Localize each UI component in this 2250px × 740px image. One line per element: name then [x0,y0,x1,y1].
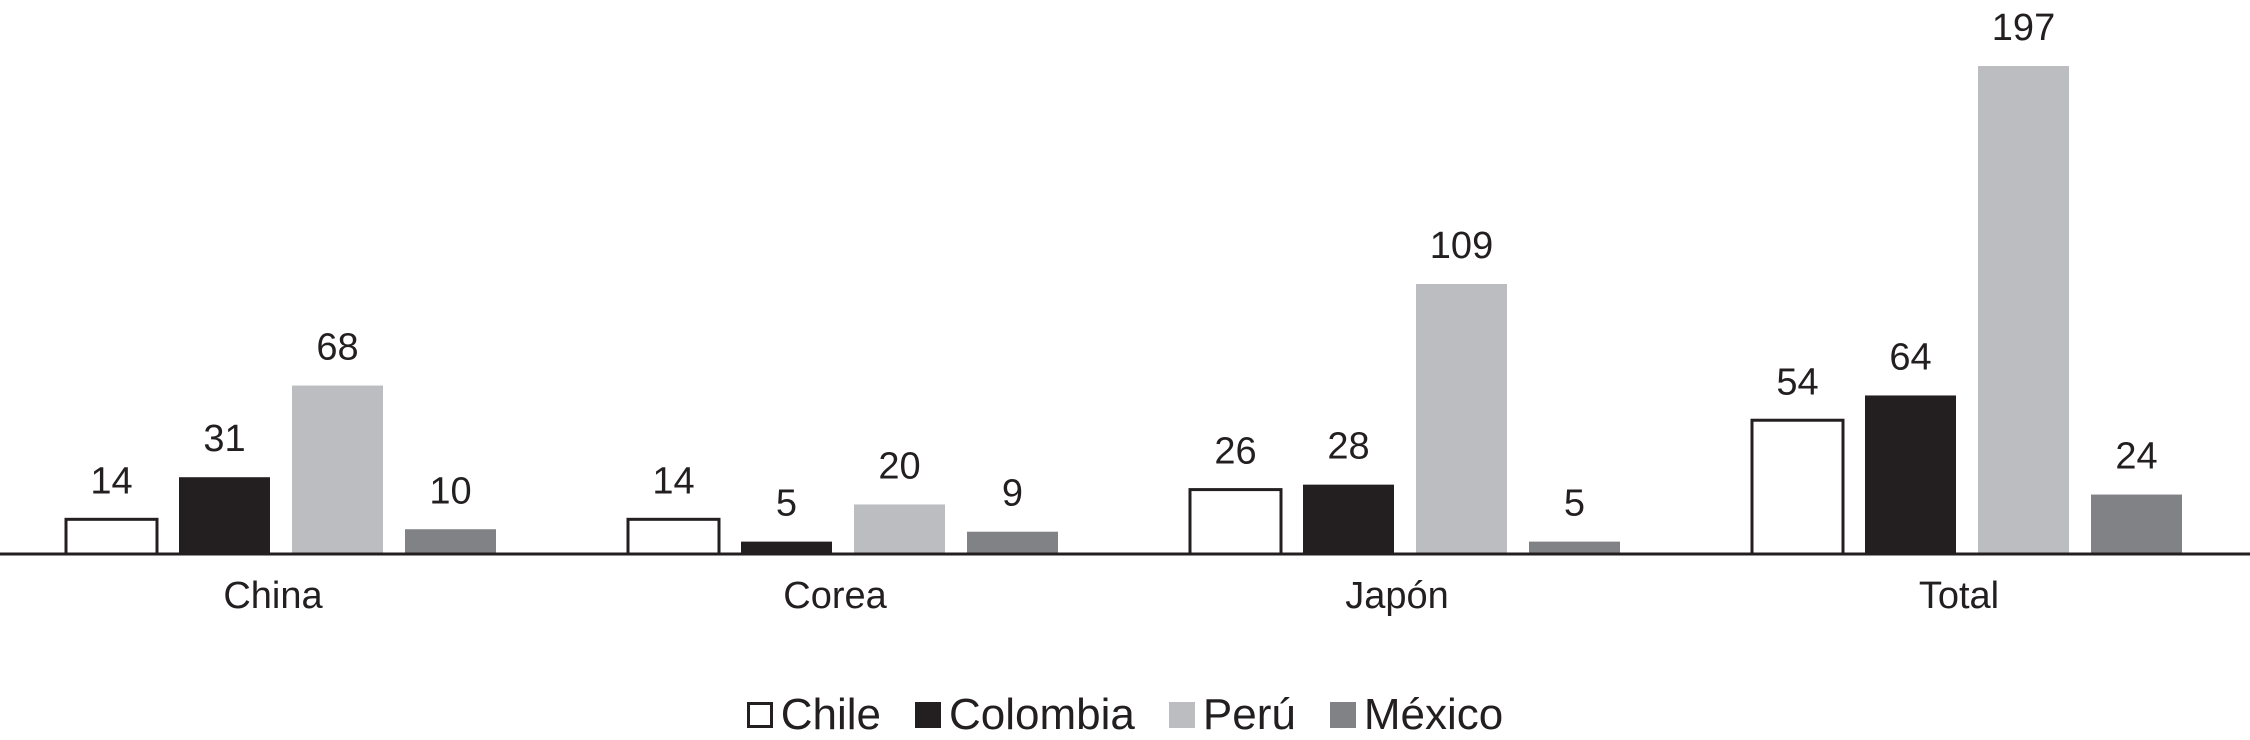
x-tick-label: Corea [783,575,887,617]
x-tick-label: Japón [1345,575,1449,617]
bar [2091,494,2182,554]
bar [854,504,945,554]
legend-item: Chile [746,690,882,740]
value-label: 5 [776,483,797,525]
legend-label: Perú [1202,690,1296,739]
legend-swatch [1168,702,1195,728]
bar [1978,66,2069,554]
legend-swatch [1329,702,1356,728]
legend-item: Perú [1168,690,1296,740]
bar [1188,488,1283,556]
legend-swatch [915,702,942,728]
value-label: 54 [1776,361,1818,403]
legend: Chile Colombia Perú México [0,690,2250,740]
value-label: 14 [652,460,694,502]
bar [292,385,383,554]
legend-item: Colombia [915,690,1135,740]
legend-item: México [1329,690,1504,740]
bar [1416,283,1507,554]
bar [64,517,159,556]
value-label: 26 [1214,431,1256,473]
value-label: 28 [1327,426,1369,468]
bar [967,531,1058,554]
value-label: 10 [429,470,471,512]
legend-label: Chile [780,690,882,739]
value-label: 24 [2115,436,2157,478]
legend-label: México [1363,690,1504,739]
value-label: 197 [1992,7,2055,49]
bar [1750,418,1845,556]
bar [1865,395,1956,554]
bar [1303,484,1394,554]
value-label: 5 [1564,483,1585,525]
bar [405,529,496,554]
value-label: 9 [1002,473,1023,515]
bar [1529,541,1620,554]
x-tick-label: China [223,575,323,617]
value-label: 14 [90,460,132,502]
legend-label: Colombia [949,690,1135,739]
value-label: 64 [1889,336,1931,378]
value-label: 31 [203,418,245,460]
bar [741,541,832,554]
legend-swatch [746,702,773,728]
value-label: 68 [316,327,358,369]
x-tick-label: Total [1919,575,1999,617]
bar [179,477,270,554]
chart: China 14 31 68 10 Corea 14 5 20 9 Japón 26 28 109 5 Tot… [0,7,2250,617]
value-label: 20 [878,445,920,487]
bar [626,517,721,556]
value-label: 109 [1430,225,1493,267]
